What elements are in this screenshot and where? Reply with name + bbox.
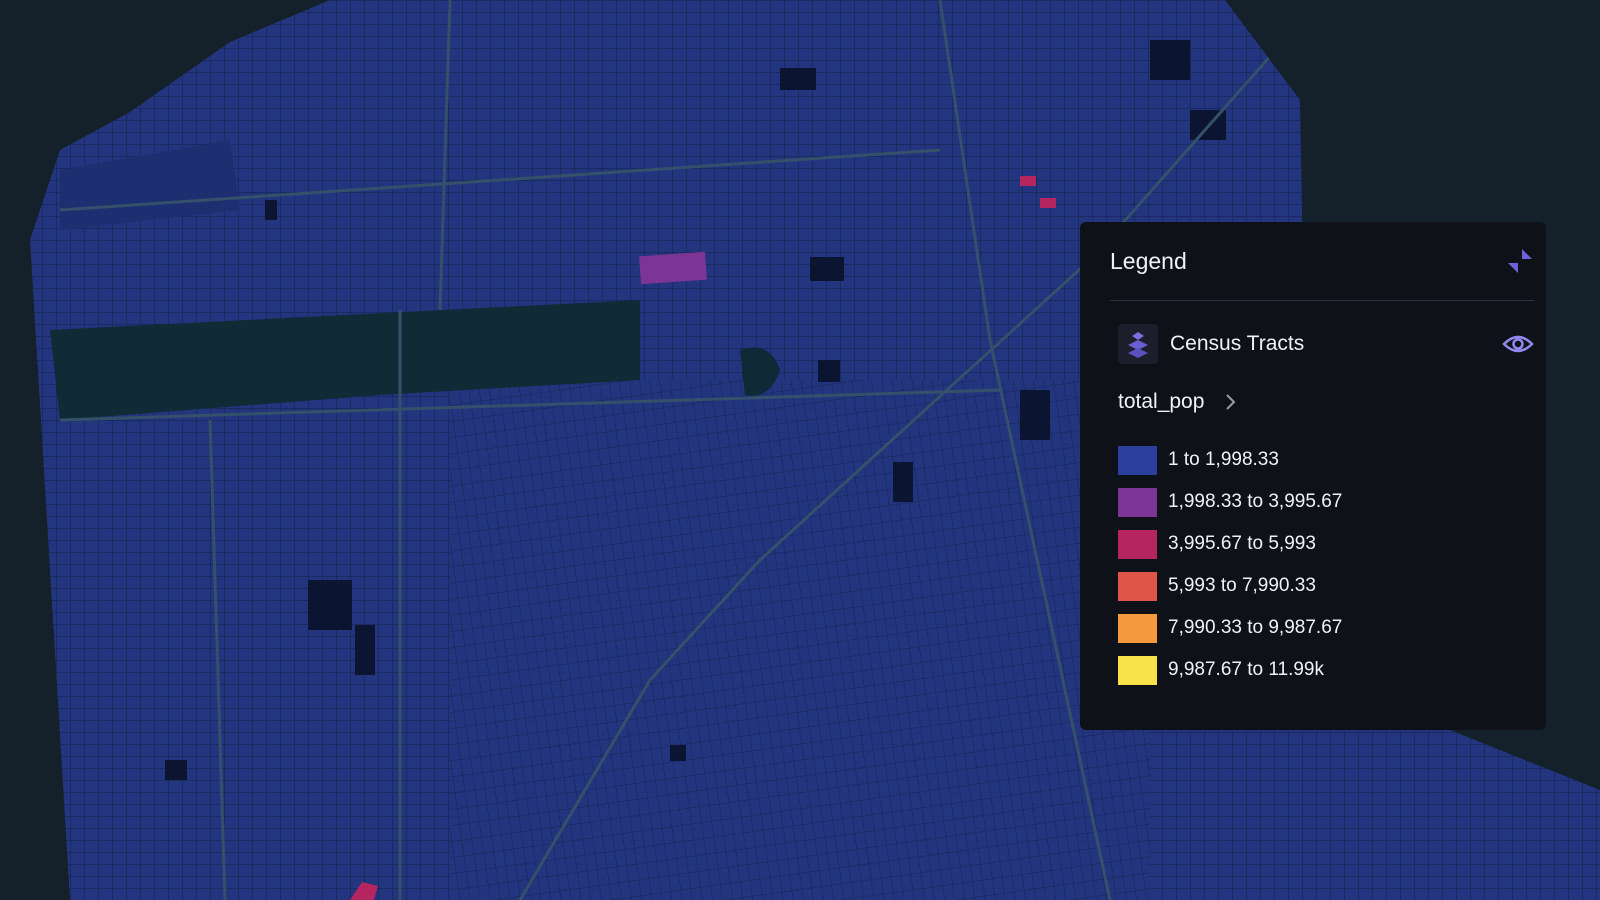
legend-item: 5,993 to 7,990.33 xyxy=(1110,565,1534,607)
legend-title: Legend xyxy=(1110,247,1187,274)
collapse-button[interactable] xyxy=(1506,247,1534,275)
legend-label: 7,990.33 to 9,987.67 xyxy=(1168,617,1343,638)
layer-icon xyxy=(1118,324,1158,364)
legend-swatch xyxy=(1118,445,1157,475)
legend-item: 3,995.67 to 5,993 xyxy=(1110,523,1534,565)
legend-label: 9,987.67 to 11.99k xyxy=(1168,659,1324,680)
tract xyxy=(1020,176,1036,186)
attribute-name: total_pop xyxy=(1118,390,1205,413)
legend-item: 9,987.67 to 11.99k xyxy=(1110,649,1534,691)
legend-swatch xyxy=(1118,529,1157,559)
legend-swatch xyxy=(1118,613,1157,643)
layer-name: Census Tracts xyxy=(1170,332,1305,355)
legend-items: 1 to 1,998.33 1,998.33 to 3,995.67 3,995.6… xyxy=(1110,439,1534,691)
legend-panel: Legend Census Tracts total_pop 1 to 1,99… xyxy=(1080,222,1546,730)
park xyxy=(50,300,640,420)
chevron xyxy=(1226,394,1236,410)
legend-label: 3,995.67 to 5,993 xyxy=(1168,533,1316,554)
legend-item: 1,998.33 to 3,995.67 xyxy=(1110,481,1534,523)
tract xyxy=(639,251,707,285)
attribute-selector[interactable]: total_pop xyxy=(1110,387,1534,417)
roads xyxy=(59,0,1322,900)
tract xyxy=(350,882,378,900)
visibility-toggle[interactable] xyxy=(1502,332,1534,356)
legend-header: Legend xyxy=(1110,222,1534,301)
layer-row[interactable]: Census Tracts xyxy=(1110,301,1534,387)
dark-blocks xyxy=(165,40,1226,780)
legend-swatch xyxy=(1118,571,1157,601)
legend-swatch xyxy=(1118,487,1157,517)
legend-label: 5,993 to 7,990.33 xyxy=(1168,575,1316,596)
legend-label: 1 to 1,998.33 xyxy=(1168,449,1279,470)
legend-swatch xyxy=(1118,655,1157,685)
legend-item: 7,990.33 to 9,987.67 xyxy=(1110,607,1534,649)
lake xyxy=(740,347,780,396)
legend-label: 1,998.33 to 3,995.67 xyxy=(1168,491,1343,512)
tract xyxy=(1040,198,1056,208)
legend-item: 1 to 1,998.33 xyxy=(1110,439,1534,481)
